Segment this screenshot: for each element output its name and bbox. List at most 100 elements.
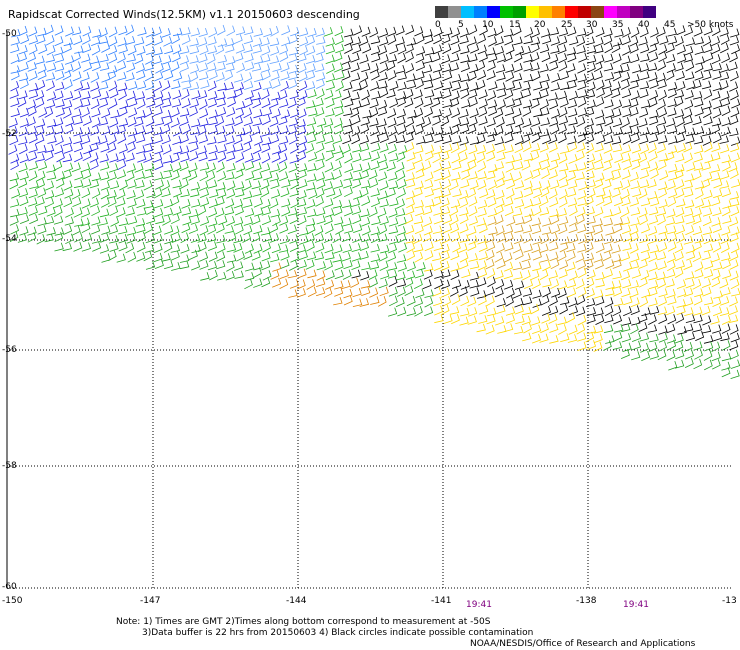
wind-barb xyxy=(89,152,99,163)
wind-barb xyxy=(566,47,577,56)
wind-barb xyxy=(153,233,163,244)
wind-barb xyxy=(180,108,190,117)
wind-barb xyxy=(262,114,271,126)
wind-barb xyxy=(584,259,594,270)
wind-barb xyxy=(641,288,651,299)
y-tick--56: -56 xyxy=(2,345,17,355)
wind-barb xyxy=(594,178,604,189)
wind-barb xyxy=(568,108,578,118)
wind-barb xyxy=(675,313,685,324)
wind-barb xyxy=(126,233,136,244)
wind-barb xyxy=(136,45,146,56)
wind-barb xyxy=(432,225,443,234)
wind-barb xyxy=(694,261,704,272)
wind-barb xyxy=(199,99,208,110)
wind-barb xyxy=(216,62,226,71)
wind-barb xyxy=(613,217,624,226)
wind-barb xyxy=(459,189,469,200)
wind-barb xyxy=(657,306,668,315)
wind-barb xyxy=(89,142,99,152)
wind-barb xyxy=(278,90,288,101)
wind-barb xyxy=(521,315,531,326)
wind-barb xyxy=(577,341,587,351)
wind-barb xyxy=(352,214,362,225)
wind-barb xyxy=(569,205,578,217)
wind-barb xyxy=(531,243,541,254)
wind-barb xyxy=(236,62,245,74)
wind-barb xyxy=(180,45,190,55)
wind-barb xyxy=(28,133,38,144)
wind-barb xyxy=(361,225,371,236)
wind-barb xyxy=(118,241,128,252)
wind-barb xyxy=(578,234,588,245)
wind-barb xyxy=(396,198,405,209)
wind-barb xyxy=(342,243,352,253)
wind-barb xyxy=(711,217,721,227)
wind-barb xyxy=(307,208,317,218)
wind-barb xyxy=(91,44,101,56)
wind-barb xyxy=(64,188,74,199)
wind-barb xyxy=(28,188,38,199)
wind-barb xyxy=(694,106,704,117)
wind-barb xyxy=(486,241,496,252)
wind-barb xyxy=(503,172,513,182)
wind-barb xyxy=(638,36,648,46)
wind-barb xyxy=(137,153,147,163)
wind-barb xyxy=(568,141,578,153)
wind-barb xyxy=(683,53,694,63)
wind-barb xyxy=(476,144,487,155)
wind-barb xyxy=(506,287,515,299)
wind-barb xyxy=(81,242,92,252)
wind-barb xyxy=(467,240,477,251)
wind-barb xyxy=(388,225,399,235)
wind-barb xyxy=(359,250,369,260)
wind-barb xyxy=(116,253,126,263)
wind-barb xyxy=(569,36,579,46)
wind-barb xyxy=(612,136,622,145)
wind-barb xyxy=(604,135,614,145)
wind-barb xyxy=(144,223,153,234)
wind-barb xyxy=(215,115,225,127)
wind-barb xyxy=(28,89,39,99)
wind-barb xyxy=(91,187,101,199)
wind-barb xyxy=(675,188,685,199)
wind-barb xyxy=(54,25,64,36)
wind-barb xyxy=(450,35,460,46)
wind-barb xyxy=(415,33,425,45)
wind-barb xyxy=(153,47,163,56)
wind-barb xyxy=(594,233,604,243)
wind-barb xyxy=(667,145,678,155)
wind-barb xyxy=(659,170,669,181)
wind-barb xyxy=(468,205,478,217)
wind-barb xyxy=(378,233,388,242)
wind-barb xyxy=(434,189,444,199)
wind-barb xyxy=(703,107,712,118)
wind-barb xyxy=(82,232,92,243)
wind-barb xyxy=(388,217,399,227)
wind-barb xyxy=(297,52,307,63)
wind-barb xyxy=(35,133,45,145)
wind-barb xyxy=(621,55,631,65)
wind-barb xyxy=(667,295,677,305)
wind-barb xyxy=(216,222,225,234)
wind-barb xyxy=(488,105,498,117)
wind-barb xyxy=(665,151,675,162)
wind-barb xyxy=(460,280,470,290)
wind-barb xyxy=(217,82,227,92)
wind-barb xyxy=(414,97,424,109)
wind-barb xyxy=(9,215,19,226)
wind-barb xyxy=(557,316,567,326)
wind-barb xyxy=(596,134,606,145)
wind-barb xyxy=(9,135,19,146)
wind-barb xyxy=(55,177,65,189)
wind-barb xyxy=(27,232,37,243)
wind-barb xyxy=(614,323,624,333)
colorbar-swatch xyxy=(500,6,513,18)
wind-barb xyxy=(161,180,170,191)
wind-barb xyxy=(423,225,433,236)
wind-barb xyxy=(665,278,675,288)
wind-barb xyxy=(476,79,486,90)
wind-barb xyxy=(323,181,333,191)
wind-barb xyxy=(695,56,705,65)
wind-barb xyxy=(550,45,560,54)
